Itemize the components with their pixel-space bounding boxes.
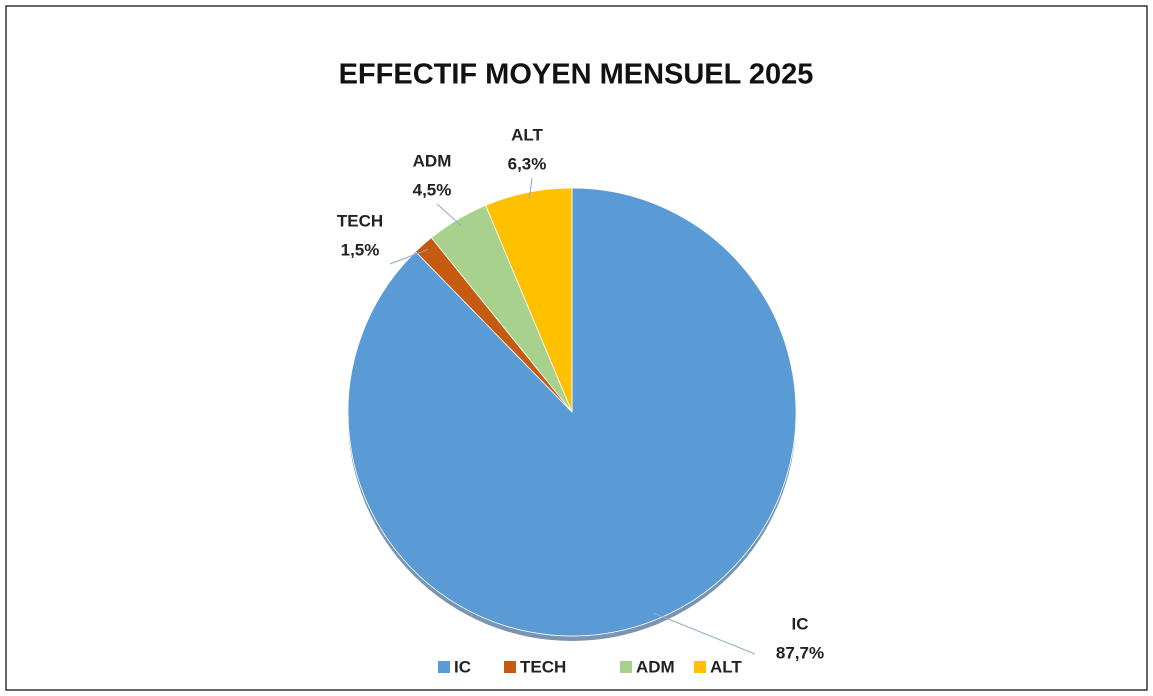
pie bbox=[347, 187, 797, 641]
pie-slice bbox=[485, 187, 573, 413]
leader-line bbox=[653, 612, 756, 655]
legend-label: IC bbox=[454, 657, 471, 676]
legend-swatch bbox=[504, 661, 516, 673]
leader-line bbox=[436, 203, 462, 226]
data-labels: IC 87,7% TECH 1,5% ADM 4,5% ALT 6,3% bbox=[337, 125, 824, 662]
legend-label: ALT bbox=[710, 657, 742, 676]
slice-label-value: 4,5% bbox=[413, 180, 452, 199]
legend-swatch bbox=[438, 661, 450, 673]
legend-label: TECH bbox=[520, 657, 566, 676]
slice-label-value: 6,3% bbox=[508, 154, 547, 173]
legend-swatch bbox=[620, 661, 632, 673]
slice-label-name: IC bbox=[792, 614, 809, 633]
slice-label-name: ADM bbox=[413, 151, 452, 170]
slice-label-name: TECH bbox=[337, 211, 383, 230]
slice-label-value: 1,5% bbox=[341, 240, 380, 259]
legend-swatch bbox=[694, 661, 706, 673]
slice-label-name: ALT bbox=[511, 125, 543, 144]
chart-title: EFFECTIF MOYEN MENSUEL 2025 bbox=[339, 59, 814, 91]
legend-label: ADM bbox=[636, 657, 675, 676]
legend: IC TECH ADM ALT bbox=[438, 657, 742, 676]
leader-line bbox=[389, 249, 428, 265]
slice-label-value: 87,7% bbox=[776, 643, 824, 662]
leader-line bbox=[528, 177, 533, 200]
